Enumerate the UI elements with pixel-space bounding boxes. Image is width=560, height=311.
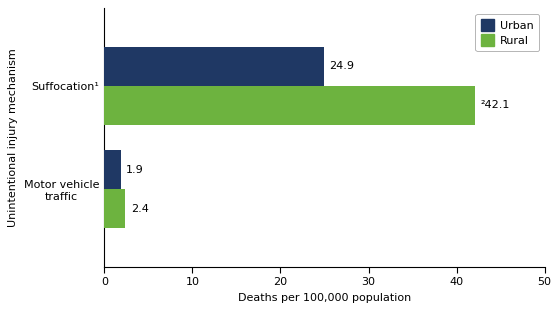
- Bar: [104, 189, 125, 229]
- Text: 1.9: 1.9: [126, 165, 144, 174]
- Text: 2.4: 2.4: [130, 204, 148, 214]
- X-axis label: Deaths per 100,000 population: Deaths per 100,000 population: [238, 293, 411, 303]
- Legend: Urban, Rural: Urban, Rural: [475, 14, 539, 51]
- Bar: [104, 47, 324, 86]
- Y-axis label: Unintentional injury mechanism: Unintentional injury mechanism: [8, 48, 18, 227]
- Bar: [104, 150, 121, 189]
- Text: 24.9: 24.9: [329, 61, 354, 71]
- Text: ²42.1: ²42.1: [480, 100, 510, 110]
- Bar: [104, 86, 475, 125]
